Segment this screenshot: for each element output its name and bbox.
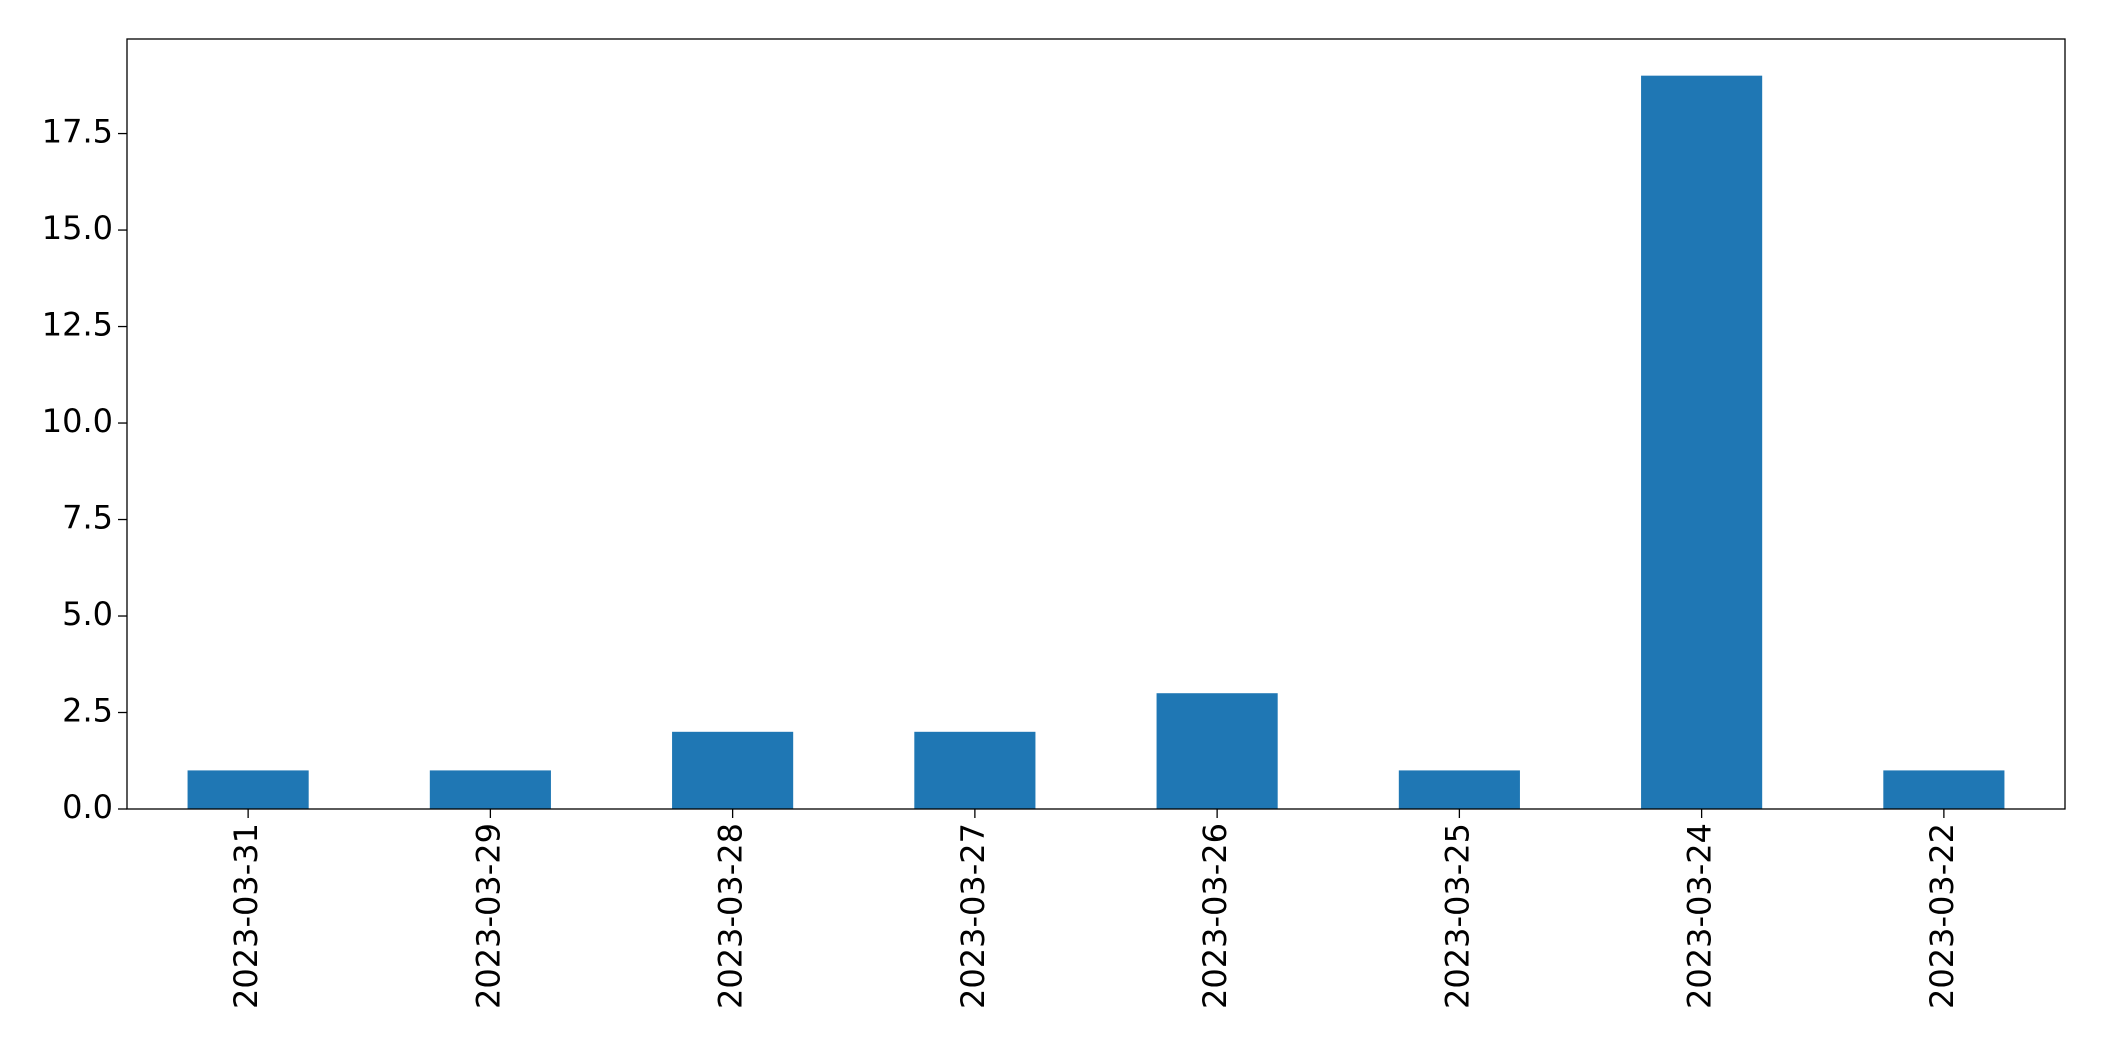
y-tick-label: 7.5: [62, 499, 113, 537]
plot-frame: [126, 38, 2066, 810]
bar: [1156, 693, 1278, 809]
y-tick-label: 15.0: [42, 209, 113, 247]
x-tick-label: 2023-03-28: [712, 823, 750, 1009]
x-tick-label: 2023-03-31: [227, 823, 265, 1009]
x-tick-label: 2023-03-29: [469, 823, 507, 1009]
x-tick-label: 2023-03-24: [1681, 823, 1719, 1009]
bar: [1398, 770, 1520, 809]
y-tick-label: 10.0: [42, 402, 113, 440]
y-tick-label: 5.0: [62, 595, 113, 633]
bar: [672, 731, 794, 809]
bar: [1883, 770, 2005, 809]
x-tick-label: 2023-03-22: [1923, 823, 1961, 1009]
x-tick-label: 2023-03-27: [954, 823, 992, 1009]
y-tick-label: 12.5: [42, 306, 113, 344]
bar: [187, 770, 309, 809]
x-tick-label: 2023-03-25: [1438, 823, 1476, 1009]
bar: [429, 770, 551, 809]
y-tick-label: 0.0: [62, 788, 113, 826]
x-tick-label: 2023-03-26: [1196, 823, 1234, 1009]
bar: [914, 731, 1036, 809]
y-tick-label: 2.5: [62, 692, 113, 730]
y-tick-label: 17.5: [42, 113, 113, 151]
bar: [1641, 75, 1763, 809]
